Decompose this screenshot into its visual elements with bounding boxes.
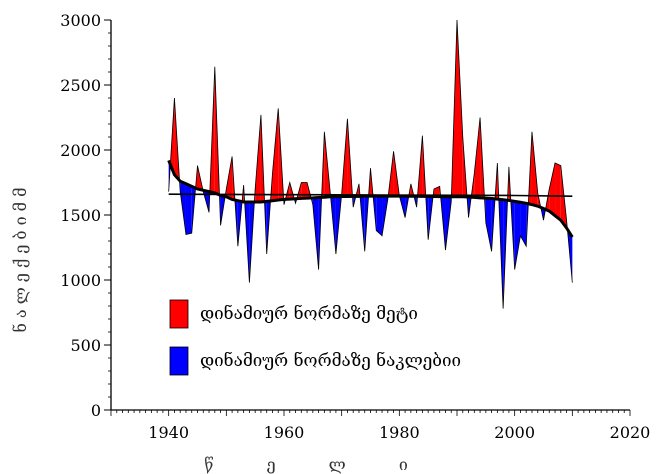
x-tick-label: 1960 <box>264 423 305 442</box>
anomaly-fills <box>168 20 573 309</box>
x-tick-label: 2020 <box>610 423 651 442</box>
dynamic-norm-line <box>167 159 574 238</box>
x-tick-label: 1980 <box>379 423 420 442</box>
series-lines <box>167 19 574 309</box>
anomaly-segment <box>433 186 440 197</box>
axes: 0 500 1000 1500 2000 2500 3000 1940 1960 1980 2000… <box>60 11 650 442</box>
anomaly-segment <box>272 108 279 201</box>
y-tick-label: 3000 <box>60 11 101 30</box>
legend-swatch <box>169 346 189 376</box>
anomaly-segment <box>226 156 233 200</box>
y-tick-label: 1500 <box>60 206 101 225</box>
legend-label: დინამიურ ნორმაზე ნაკლებიი <box>200 351 461 371</box>
legend-swatch <box>169 299 189 329</box>
anomaly-segment <box>301 182 308 199</box>
anomaly-segment <box>185 183 192 235</box>
anomaly-segment <box>514 201 521 270</box>
precipitation-line <box>168 19 573 309</box>
y-tick-label: 1000 <box>60 271 101 290</box>
y-tick-label: 2000 <box>60 141 101 160</box>
anomaly-segment <box>457 20 463 197</box>
anomaly-segment <box>376 196 383 236</box>
legend-label: დინამიურ ნორმაზე მეტი <box>200 304 418 324</box>
y-tick-label: 2500 <box>60 76 101 95</box>
anomaly-segment <box>549 163 556 216</box>
anomaly-segment <box>485 198 492 252</box>
y-tick-label: 500 <box>70 336 101 355</box>
x-tick-label: 2000 <box>494 423 535 442</box>
y-axis-title: ნ ა ლ ე ქ ე ბ ი მ მ <box>11 187 30 332</box>
legend: დინამიურ ნორმაზე მეტი დინამიურ ნორმაზე ნა… <box>169 299 461 376</box>
y-tick-label: 0 <box>91 401 101 420</box>
x-axis-title: წ ე ლ ი <box>204 455 432 474</box>
anomaly-segment <box>555 163 561 221</box>
x-tick-label: 1940 <box>148 423 189 442</box>
anomaly-segment <box>474 117 481 198</box>
anomaly-segment <box>520 202 527 247</box>
